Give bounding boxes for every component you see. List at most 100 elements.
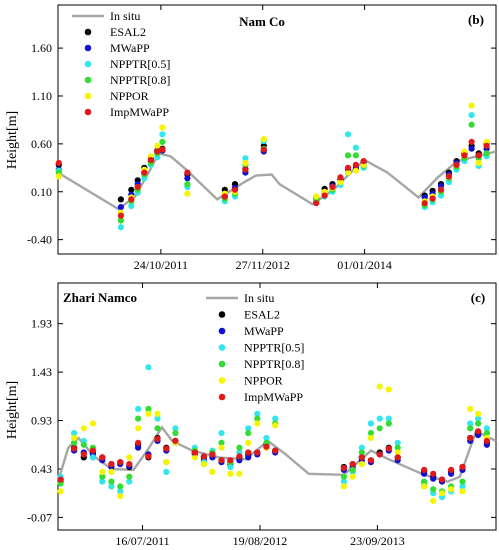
impmwapp-point	[263, 443, 270, 450]
npptr05-point	[172, 425, 179, 432]
npptr05-point	[218, 430, 225, 437]
impmwapp-point	[231, 186, 239, 193]
nppor-point	[260, 136, 267, 143]
y-axis-label: Height[m]	[5, 111, 20, 169]
npptr05-point	[340, 478, 347, 485]
y-tick-label: -0.40	[27, 233, 52, 247]
impmwapp-point	[468, 138, 475, 145]
chart-title: Zhari Namco	[63, 290, 137, 305]
npptr05-point	[227, 463, 234, 471]
legend-nppor-swatch	[84, 92, 92, 100]
x-tick-label: 27/11/2012	[236, 258, 290, 272]
impmwapp-point	[321, 192, 328, 199]
esal2-point	[117, 196, 124, 203]
nppor-point	[242, 159, 249, 167]
npptr08-point	[117, 217, 124, 224]
nppor-point	[272, 422, 279, 429]
npptr08-point	[159, 138, 166, 145]
impmwapp-point	[376, 451, 383, 458]
legend-nppor-swatch	[218, 377, 226, 384]
y-tick-label: 1.43	[31, 365, 52, 379]
npptr05-point	[467, 420, 474, 427]
x-tick-label: 16/07/2011	[115, 534, 169, 548]
npptr05-point	[468, 112, 475, 119]
legend-label: NPPOR	[110, 89, 149, 103]
npptr08-point	[344, 152, 352, 159]
nppor-point	[459, 488, 466, 495]
impmwapp-point	[475, 152, 482, 159]
axis-ticks: -0.07 0.43 0.93 1.43 1.93 16/07/2011 19/08/201…	[27, 283, 496, 548]
legend-mwapp-swatch	[218, 327, 226, 335]
nppor-point	[55, 173, 62, 180]
nppor-point	[135, 425, 142, 432]
npptr08-point	[245, 430, 252, 437]
impmwapp-point	[260, 146, 267, 153]
npptr08-point	[236, 444, 243, 451]
impmwapp-point	[313, 200, 320, 207]
legend-label: ImpMWaPP	[110, 105, 169, 119]
legend-npptr08-swatch	[218, 360, 226, 368]
npptr08-point	[117, 483, 124, 490]
npptr05-point	[344, 131, 352, 138]
nppor-point	[80, 425, 87, 432]
legend: In situ ESAL2 MWaPP NPPTR[0.5] NPPTR[0.8] NPP…	[206, 291, 304, 404]
x-tick-label: 01/01/2014	[337, 258, 392, 272]
impmwapp-point	[360, 158, 367, 165]
nppor-point	[394, 449, 401, 456]
impmwapp-point	[367, 457, 374, 464]
nppor-point	[145, 410, 152, 417]
npptr05-point	[394, 439, 401, 446]
nppor-point	[117, 493, 124, 500]
nppor-point	[467, 405, 474, 412]
npptr08-point	[184, 181, 191, 188]
npptr08-point	[430, 486, 437, 493]
legend-esal2-swatch	[84, 28, 92, 36]
impmwapp-point	[184, 169, 191, 176]
legend-label: NPPOR	[244, 374, 283, 388]
npptr08-point	[154, 425, 161, 432]
impmwapp-point	[221, 193, 228, 200]
nppor-point	[313, 193, 320, 200]
npptr08-point	[218, 439, 225, 446]
y-tick-label: 1.60	[31, 41, 52, 55]
npptr08-point	[468, 121, 475, 128]
impmwapp-point	[117, 459, 124, 466]
npptr08-point	[71, 439, 78, 446]
npptr08-point	[172, 430, 179, 437]
npptr05-point	[263, 434, 270, 442]
legend-npptr05-swatch	[218, 344, 226, 351]
impmwapp-point	[394, 454, 401, 461]
npptr05-point	[358, 444, 365, 451]
npptr05-point	[89, 454, 96, 461]
impmwapp-point	[242, 166, 249, 173]
legend-label: In situ	[110, 9, 140, 23]
axis-ticks: -0.40 0.10 0.60 1.10 1.60 24/10/2011 27/11/201…	[27, 5, 496, 272]
nppor-point	[367, 434, 374, 442]
nppor-point	[159, 124, 166, 131]
legend-label: NPPTR[0.8]	[110, 73, 170, 87]
chart-title: Nam Co	[239, 14, 285, 29]
npptr05-point	[242, 155, 249, 162]
nppor-point	[358, 461, 365, 468]
impmwapp-point	[145, 453, 152, 460]
impmwapp-point	[117, 212, 124, 219]
impmwapp-point	[172, 437, 179, 444]
chart-zhari-namco: -0.07 0.43 0.93 1.43 1.93 16/07/2011 19/08/201…	[5, 282, 497, 548]
impmwapp-point	[467, 434, 474, 442]
plot-frame	[57, 4, 497, 255]
npptr05-point	[117, 224, 124, 231]
nppor-point	[430, 497, 437, 504]
npptr05-point	[99, 478, 106, 485]
npptr08-point	[99, 473, 106, 480]
npptr08-point	[352, 152, 359, 159]
impmwapp-point	[349, 461, 356, 468]
mwapp-point	[430, 475, 437, 482]
nppor-point	[376, 383, 383, 390]
npptr08-point	[108, 478, 115, 485]
npptr08-point	[367, 430, 374, 437]
impmwapp-point	[141, 169, 148, 176]
npptr08-point	[385, 420, 392, 427]
y-tick-label: 0.10	[31, 185, 52, 199]
legend-label: ESAL2	[110, 25, 146, 39]
npptr05-point	[352, 144, 359, 151]
